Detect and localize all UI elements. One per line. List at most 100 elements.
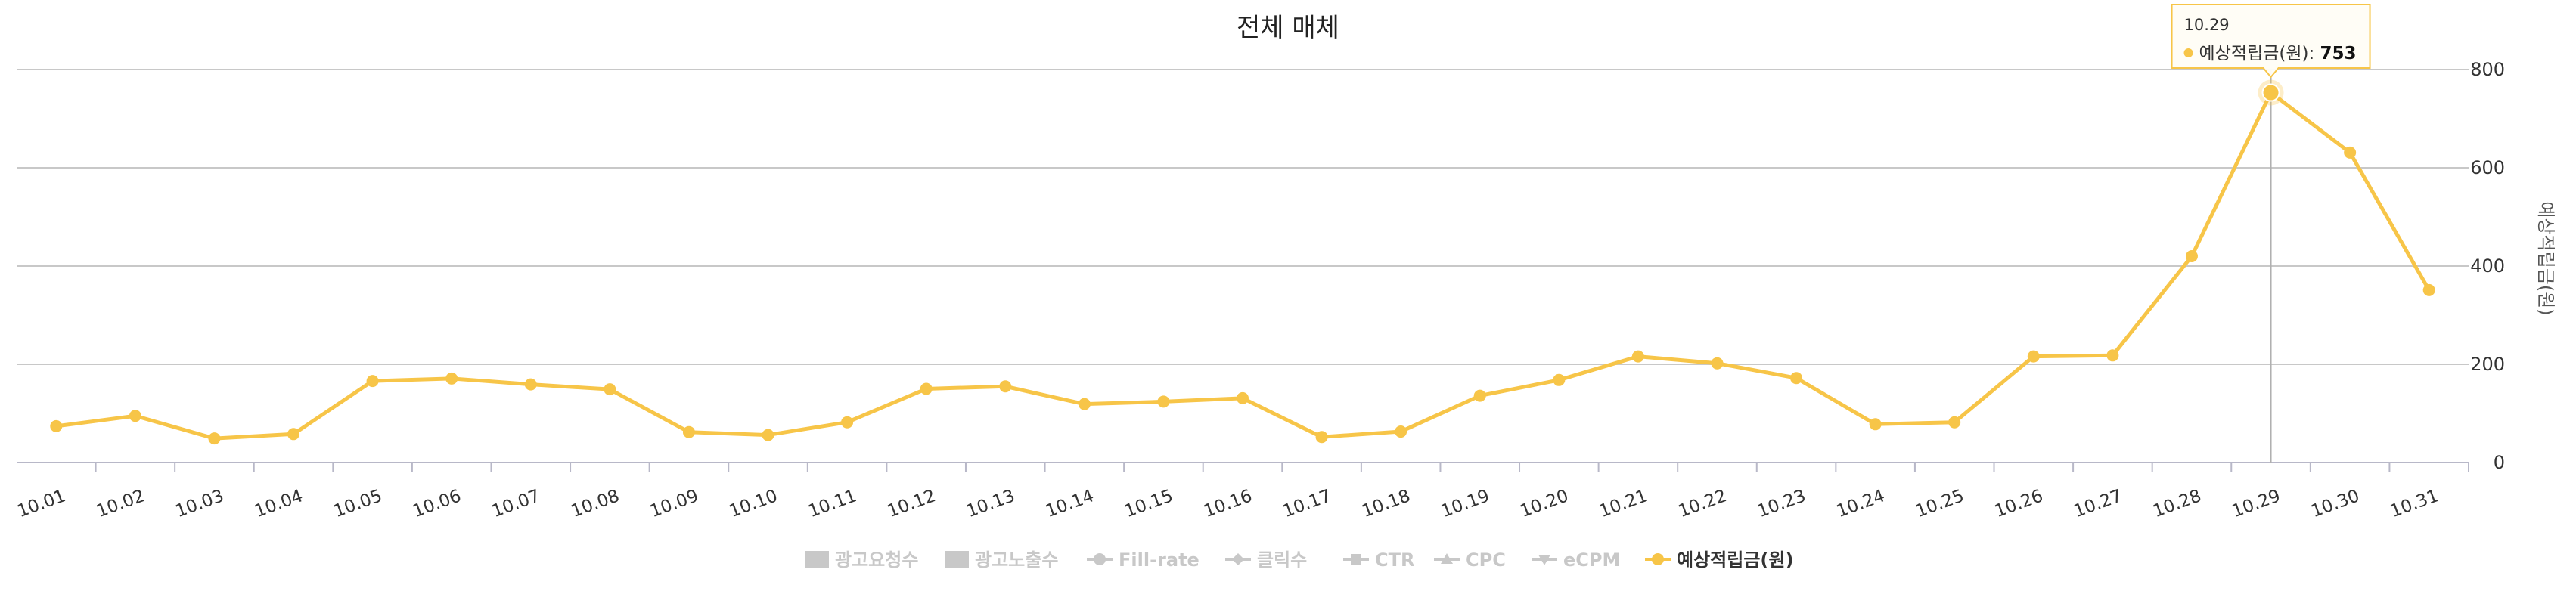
- data-point[interactable]: [1237, 391, 1249, 404]
- tooltip-label: 예상적립금(원): 753: [2199, 44, 2357, 63]
- data-point[interactable]: [287, 428, 300, 441]
- x-tick-label: 10.05: [331, 486, 385, 521]
- data-point[interactable]: [1553, 373, 1566, 386]
- x-axis: 10.01 10.02 10.03 10.04 10.05 10.06 10.07 10.08…: [15, 463, 2469, 521]
- x-tick-label: 10.03: [173, 486, 227, 521]
- x-tick-label: 10.07: [489, 486, 543, 521]
- legend-item[interactable]: 광고노출수: [945, 549, 1058, 571]
- data-point[interactable]: [762, 429, 774, 441]
- legend-item[interactable]: CPC: [1434, 549, 1506, 571]
- data-point[interactable]: [1078, 398, 1091, 410]
- x-tick-label: 10.04: [252, 486, 306, 521]
- legend-label: Fill-rate: [1119, 549, 1200, 571]
- x-tick-label: 10.13: [964, 486, 1018, 521]
- chart-title: 전체 매체: [1237, 13, 1339, 43]
- x-tick-label: 10.26: [1992, 486, 2046, 521]
- y-tick-label: 400: [2470, 255, 2505, 277]
- data-point[interactable]: [1711, 357, 1724, 370]
- x-tick-label: 10.17: [1280, 486, 1334, 521]
- data-point[interactable]: [2261, 83, 2280, 102]
- data-point[interactable]: [2185, 250, 2198, 262]
- series-layer: [50, 79, 2435, 445]
- x-tick-label: 10.11: [805, 486, 859, 521]
- x-tick-label: 10.29: [2230, 486, 2283, 521]
- y-tick-label: 0: [2494, 452, 2505, 473]
- tooltip-box: [2171, 4, 2371, 79]
- data-point[interactable]: [1157, 395, 1170, 408]
- data-point[interactable]: [2344, 146, 2357, 159]
- data-point[interactable]: [682, 425, 695, 438]
- legend-symbol: [1232, 553, 1244, 565]
- legend-item[interactable]: 클릭수: [1225, 549, 1307, 571]
- y-tick-label: 600: [2470, 157, 2505, 178]
- data-point[interactable]: [208, 432, 221, 445]
- legend-symbol: [945, 551, 969, 568]
- tooltip-value: 753: [2320, 44, 2357, 63]
- legend-label: eCPM: [1563, 549, 1620, 571]
- data-point[interactable]: [1315, 431, 1328, 444]
- x-tick-label: 10.09: [647, 486, 701, 521]
- legend-symbol: [1351, 554, 1361, 565]
- legend-label: 광고노출수: [975, 549, 1058, 571]
- y-tick-label: 200: [2470, 354, 2505, 375]
- data-point[interactable]: [50, 419, 63, 432]
- tooltip-date: 10.29: [2184, 16, 2230, 34]
- legend-item[interactable]: Fill-rate: [1087, 549, 1200, 571]
- data-point[interactable]: [1790, 372, 1803, 385]
- data-point[interactable]: [2027, 350, 2040, 363]
- x-tick-label: 10.22: [1676, 486, 1730, 521]
- y-axis: 0 200 400 600 800: [2470, 59, 2505, 473]
- x-tick-label: 10.14: [1043, 486, 1097, 521]
- legend-symbol: [1652, 553, 1664, 565]
- data-point[interactable]: [1473, 389, 1486, 402]
- data-point[interactable]: [445, 372, 458, 385]
- x-tick-label: 10.12: [885, 486, 939, 521]
- x-tick-label: 10.23: [1755, 486, 1808, 521]
- tooltip: 10.29 예상적립금(원): 753: [2171, 4, 2371, 79]
- x-tick-label: 10.16: [1201, 486, 1255, 521]
- x-tick-label: 10.08: [569, 486, 622, 521]
- data-point[interactable]: [366, 375, 379, 388]
- legend-symbol: [805, 551, 829, 568]
- legend-symbol: [1538, 555, 1550, 565]
- data-point[interactable]: [1869, 418, 1882, 431]
- legend-item[interactable]: 광고요청수: [805, 549, 918, 571]
- y-tick-label: 800: [2470, 59, 2505, 80]
- legend-item[interactable]: 예상적립금(원): [1645, 549, 1793, 571]
- legend-label: 예상적립금(원): [1677, 549, 1793, 571]
- data-point[interactable]: [524, 378, 537, 391]
- x-tick-label: 10.27: [2072, 486, 2125, 521]
- x-tick-label: 10.15: [1122, 486, 1176, 521]
- y-axis-label: 예상적립금(원): [2535, 201, 2556, 315]
- legend-symbol: [1094, 553, 1106, 565]
- legend-label: 광고요청수: [835, 549, 918, 571]
- legend-label: CTR: [1375, 549, 1414, 571]
- x-tick-label: 10.28: [2150, 486, 2204, 521]
- data-point[interactable]: [920, 382, 933, 395]
- x-tick-label: 10.19: [1439, 486, 1492, 521]
- x-tick-label: 10.01: [15, 486, 69, 521]
- legend-label: CPC: [1466, 549, 1506, 571]
- x-tick-label: 10.31: [2388, 486, 2441, 521]
- x-tick-label: 10.20: [1518, 486, 1572, 521]
- x-tick-label: 10.02: [94, 486, 147, 521]
- legend: 광고요청수 광고노출수 Fill-rate 클릭수 CTR CPC eCPM 예상적립금(원): [805, 549, 1793, 571]
- data-point[interactable]: [999, 380, 1012, 393]
- data-point[interactable]: [604, 383, 616, 396]
- data-point[interactable]: [841, 416, 854, 429]
- legend-symbol: [1441, 553, 1453, 564]
- data-point[interactable]: [1948, 416, 1961, 429]
- data-point[interactable]: [129, 410, 141, 422]
- legend-item[interactable]: CTR: [1343, 549, 1414, 571]
- data-point[interactable]: [2422, 283, 2435, 296]
- x-tick-label: 10.10: [727, 486, 781, 521]
- legend-item[interactable]: eCPM: [1532, 549, 1620, 571]
- data-point[interactable]: [2106, 349, 2119, 362]
- data-point[interactable]: [1395, 425, 1407, 438]
- x-tick-label: 10.24: [1834, 486, 1888, 521]
- x-tick-label: 10.21: [1597, 486, 1650, 521]
- grid: [17, 69, 2469, 463]
- data-point[interactable]: [1631, 350, 1644, 363]
